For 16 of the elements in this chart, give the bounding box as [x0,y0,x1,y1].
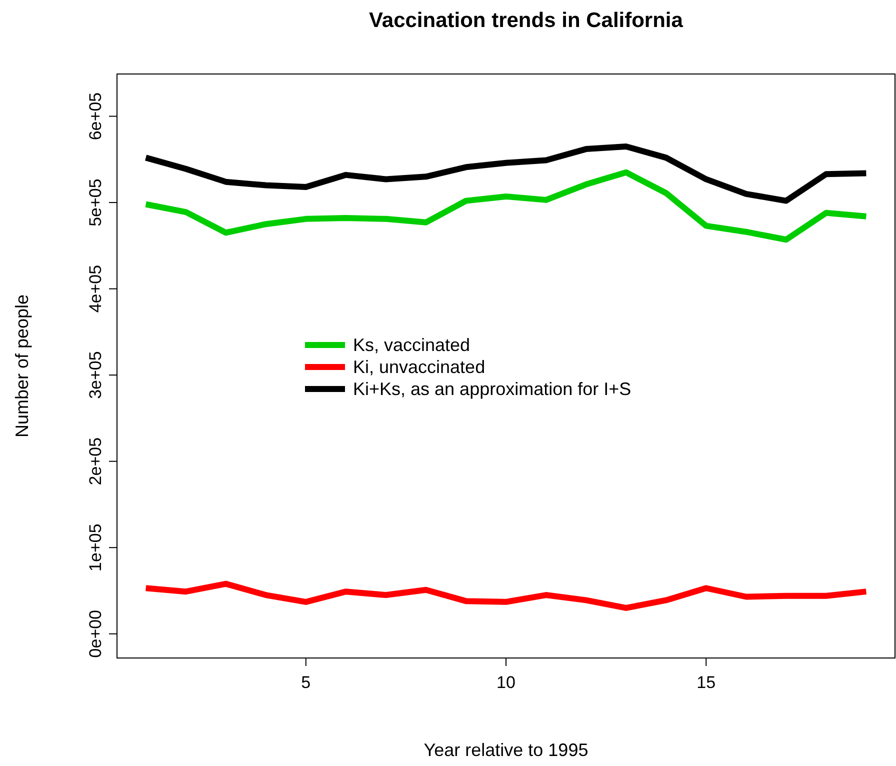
y-tick-label: 2e+05 [86,437,105,486]
x-axis-title: Year relative to 1995 [424,740,588,760]
y-axis-title: Number of people [12,294,32,438]
y-tick-label: 6e+05 [86,92,105,140]
legend-label: Ki, unvaccinated [353,357,486,377]
x-tick-label: 5 [301,673,311,692]
y-tick-label: 1e+05 [86,524,105,572]
y-tick-label: 4e+05 [86,264,105,313]
legend-label: Ks, vaccinated [353,335,470,355]
x-tick-label: 15 [696,673,716,692]
chart-title: Vaccination trends in California [369,9,684,32]
y-tick-label: 3e+05 [86,351,105,399]
y-tick-label: 0e+00 [86,610,105,658]
legend-label: Ki+Ks, as an approximation for I+S [353,379,632,399]
y-tick-label: 5e+05 [86,178,105,226]
x-tick-label: 10 [496,673,516,692]
